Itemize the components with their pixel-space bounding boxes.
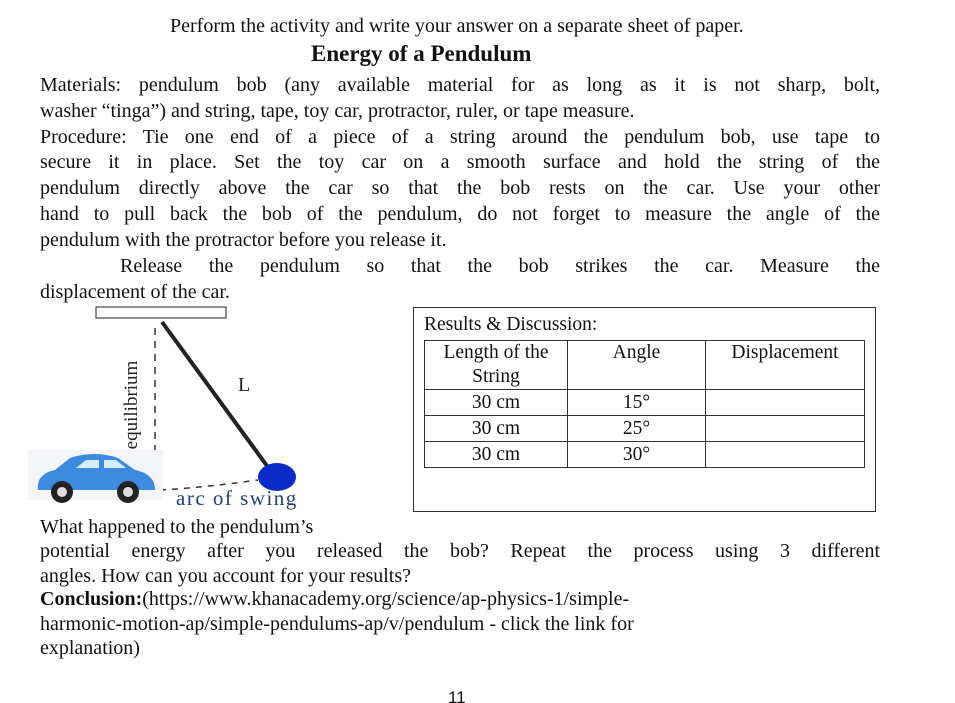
text-line: angles. How can you account for your res… (40, 565, 411, 587)
title: Energy of a Pendulum (311, 41, 532, 66)
text-line: secure it in place. Set the toy car on a… (40, 151, 880, 173)
text-line: pendulum directly above the car so that … (40, 177, 880, 199)
text-line: pendulum with the protractor before you … (40, 229, 447, 251)
text-line: Materials: pendulum bob (any available m… (40, 74, 880, 96)
toy-car (28, 450, 163, 503)
table-cell: 30° (567, 441, 706, 468)
text-line: washer “tinga”) and string, tape, toy ca… (40, 100, 635, 122)
results-title: Results & Discussion: (424, 314, 598, 335)
table-cell-empty (705, 415, 865, 442)
table-cell-empty (705, 389, 865, 416)
conclusion-link: (https://www.khanacademy.org/science/ap-… (142, 588, 630, 610)
length-label: L (238, 374, 250, 396)
header-cell: Angle (567, 340, 706, 390)
table-row: 30 cm 30° (424, 441, 865, 468)
pendulum-string (160, 320, 272, 472)
table-cell: 30 cm (424, 415, 568, 442)
text-line: displacement of the car. (40, 281, 230, 303)
conclusion-line: Conclusion:(https://www.khanacademy.org/… (40, 587, 629, 611)
text-line: explanation) (40, 637, 140, 659)
header-cell: Displacement (705, 340, 865, 390)
arc-label: arc of swing (176, 486, 298, 510)
table-cell: 30 cm (424, 441, 568, 468)
pendulum-support (95, 306, 227, 319)
text-line: potential energy after you released the … (40, 540, 880, 562)
pendulum-bob (258, 463, 296, 491)
text-line: Release the pendulum so that the bob str… (120, 255, 880, 277)
equilibrium-label: equilibrium (121, 360, 142, 449)
instruction: Perform the activity and write your answ… (170, 15, 744, 37)
text-line: harmonic-motion-ap/simple-pendulums-ap/v… (40, 613, 634, 635)
text-line: What happened to the pendulum’s (40, 516, 314, 538)
header-cell: Length of the String (424, 340, 568, 390)
text-line: hand to pull back the bob of the pendulu… (40, 203, 880, 225)
table-cell: 25° (567, 415, 706, 442)
table-row: 30 cm 25° (424, 415, 865, 442)
table-cell: 15° (567, 389, 706, 416)
results-table: Length of the String Angle Displacement … (424, 340, 865, 468)
arc-line (159, 479, 259, 491)
results-box: Results & Discussion: Length of the Stri… (413, 307, 876, 512)
table-row: 30 cm 15° (424, 389, 865, 416)
conclusion-label: Conclusion: (40, 588, 143, 610)
page-number: 11 (448, 688, 466, 703)
table-cell-empty (705, 441, 865, 468)
text-line: Procedure: Tie one end of a piece of a s… (40, 126, 880, 148)
table-cell: 30 cm (424, 389, 568, 416)
